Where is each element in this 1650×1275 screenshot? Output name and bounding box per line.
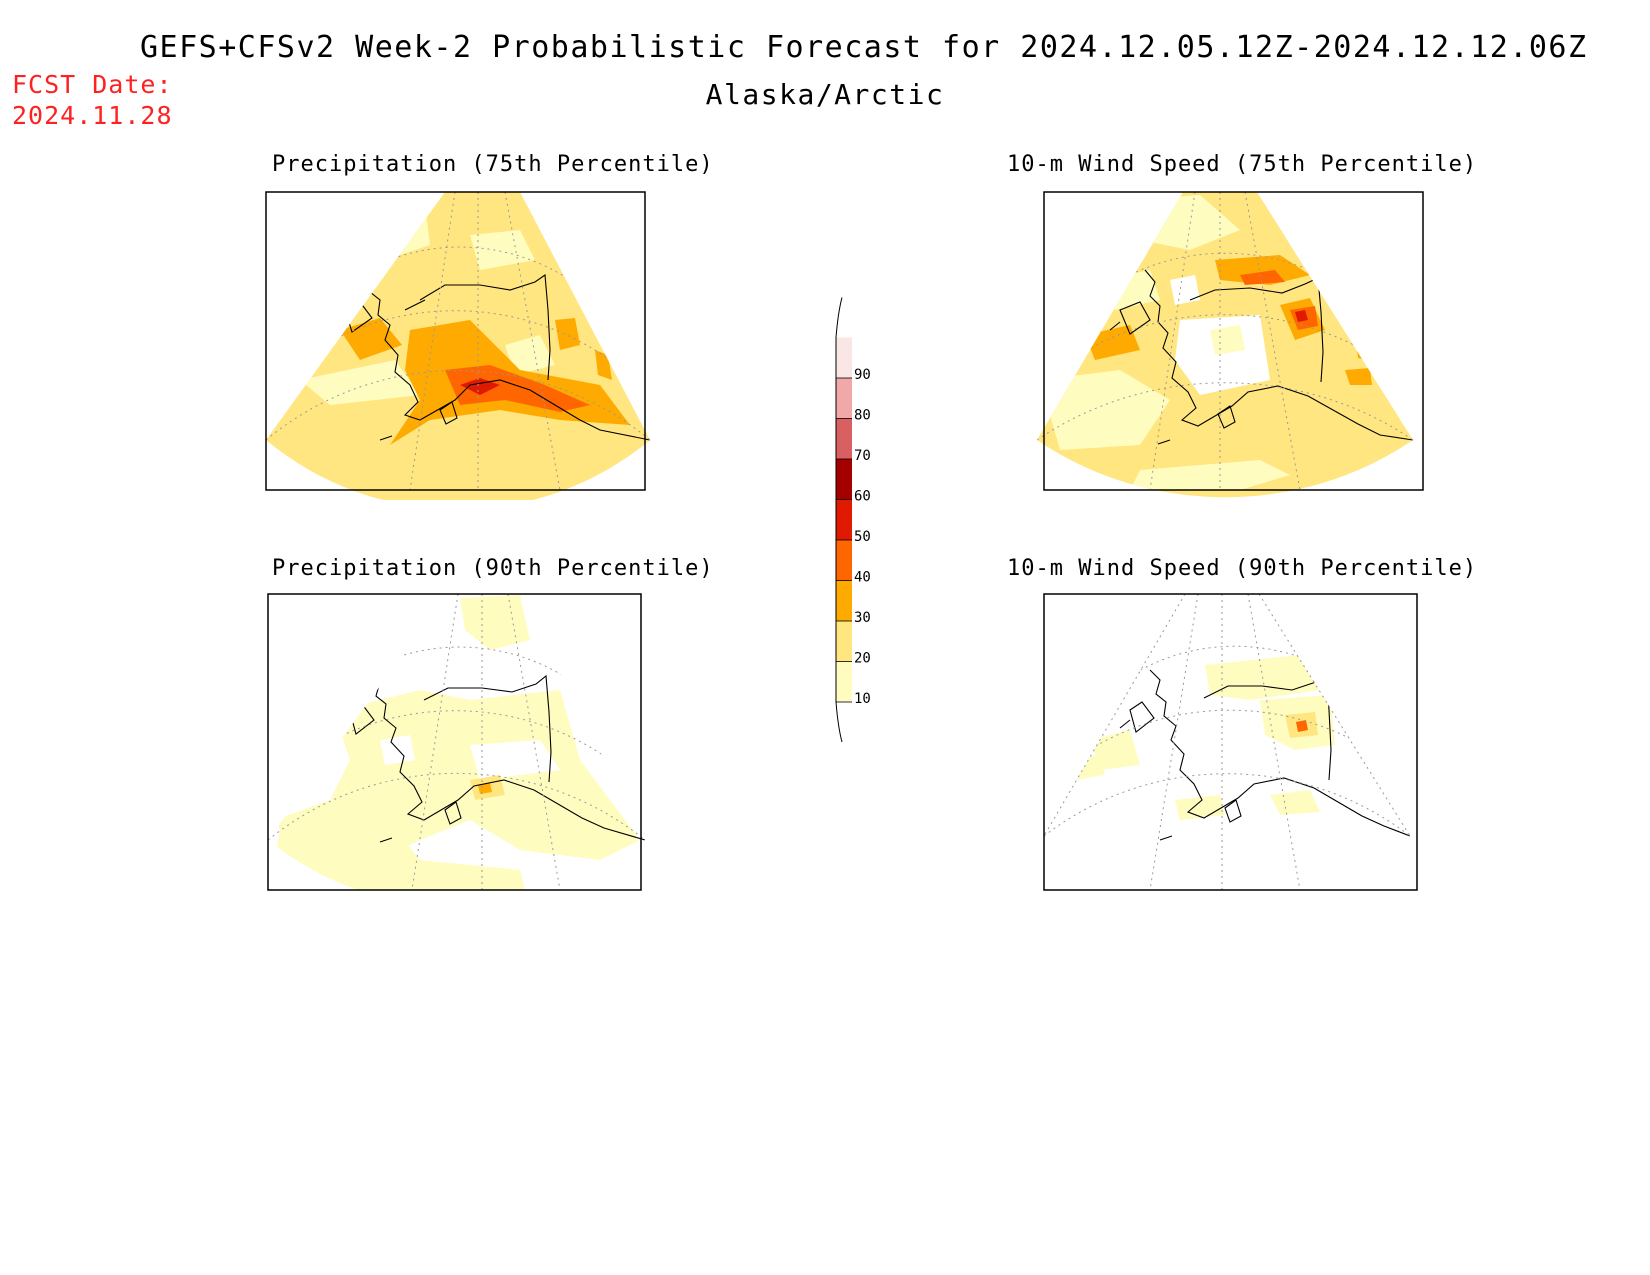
map-panel-precip-75 — [265, 191, 650, 500]
colorbar-label-60: 60 — [854, 489, 871, 505]
graticule-wind-75 — [1037, 192, 1413, 491]
panel-title-wind-90: 10-m Wind Speed (90th Percentile) — [1007, 556, 1478, 581]
coastline-precip-90 — [339, 671, 645, 843]
frame-precip-90 — [267, 593, 642, 891]
colorbar-label-50: 50 — [854, 529, 871, 545]
colorbar-label-90: 90 — [854, 367, 871, 383]
colorbar-swatch-20 — [836, 621, 852, 662]
fcst-date-label: FCST Date: — [12, 70, 173, 99]
panel-title-precip-75: Precipitation (75th Percentile) — [272, 152, 714, 177]
page-title: GEFS+CFSv2 Week-2 Probabilistic Forecast… — [140, 30, 1588, 65]
colorbar-swatch-70 — [836, 418, 852, 459]
map-panel-wind-90 — [1043, 593, 1418, 891]
map-panel-wind-75 — [1037, 191, 1424, 498]
map-panel-precip-90 — [267, 593, 645, 891]
colorbar: 10 20 30 40 50 60 70 80 90 — [835, 297, 871, 743]
frame-wind-90 — [1043, 593, 1418, 891]
fcst-date-value: 2024.11.28 — [12, 101, 173, 130]
coastline-precip-75 — [334, 269, 650, 441]
panel-title-wind-75: 10-m Wind Speed (75th Percentile) — [1007, 152, 1478, 177]
colorbar-swatch-90 — [836, 337, 852, 378]
colorbar-bottom-tip — [835, 701, 843, 743]
colorbar-swatch-50 — [836, 499, 852, 540]
colorbar-top-tip — [835, 297, 843, 338]
colorbar-swatch-60 — [836, 459, 852, 500]
colorbar-swatch-10 — [836, 661, 852, 702]
colorbar-label-40: 40 — [854, 570, 871, 586]
colorbar-swatch-30 — [836, 580, 852, 621]
colorbar-label-30: 30 — [854, 610, 871, 626]
panel-title-precip-90: Precipitation (90th Percentile) — [272, 556, 714, 581]
region-subtitle: Alaska/Arctic — [705, 78, 945, 111]
coastline-wind-75 — [1109, 269, 1413, 445]
colorbar-swatch-40 — [836, 540, 852, 581]
graticule-wind-90 — [1044, 594, 1410, 891]
frame-precip-75 — [265, 191, 646, 491]
map-fill-precip-90 — [268, 595, 640, 890]
colorbar-swatch-80 — [836, 378, 852, 419]
colorbar-label-70: 70 — [854, 448, 871, 464]
colorbar-label-20: 20 — [854, 651, 871, 667]
colorbar-label-80: 80 — [854, 408, 871, 424]
frame-wind-75 — [1043, 191, 1424, 491]
colorbar-label-10: 10 — [854, 691, 871, 707]
